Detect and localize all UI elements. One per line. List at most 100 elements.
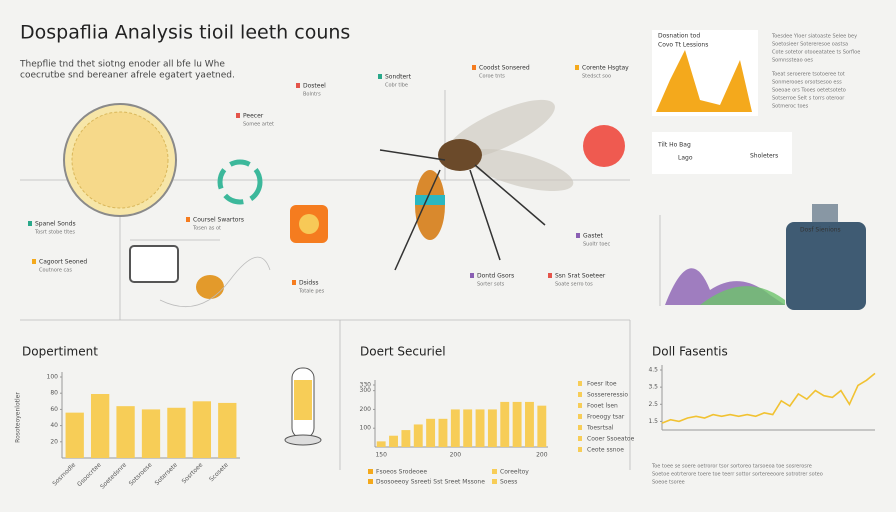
card-title: Covo Tt Lessions [658,42,708,49]
legend-label: Cooer Ssoeatoe [587,436,635,443]
petri-dish [63,103,177,217]
subtitle: Thepflie tnd thet siotng enoder all bfe … [19,60,225,70]
legend-swatch [492,479,497,484]
mosquito [379,99,574,271]
legend-label: Fooet lsen [587,403,618,410]
x-tick-label: Sotersete [154,461,180,487]
callout-text: Sorter sots [477,282,505,288]
legend-swatch [578,414,582,419]
info-side: Sholeters [750,153,778,160]
bar [463,409,473,447]
callout-dot [236,113,240,118]
chart-title: Doll Fasentis [652,345,728,359]
bar [192,401,212,458]
bar [141,409,161,458]
legend-swatch [578,425,582,430]
callout-title: Gastet [583,233,603,240]
callout-dot [548,273,552,278]
bar [389,435,398,447]
legend-swatch [368,469,373,474]
x-tick-label: Sosrnodle [51,461,77,487]
callouts: Spanel Sonds Tosrt stobe tltes Cagoort Seo… [28,65,629,295]
callout-text: Stedsct soo [582,74,611,80]
bar [500,401,510,447]
note: Somnssteao oes [772,58,813,64]
charts: Dopertiment 20 40 60 80 100 SosrnodleGsoocrtee… [15,345,876,491]
callout-dot [292,280,296,285]
callout-text: Somee artet [243,122,274,128]
chart-title: Doert Securiel [360,345,446,359]
bottle-cap [812,204,838,222]
card-title: Dosnation tod [658,33,700,40]
info-title: Tilt Ho Bag [657,142,691,149]
bar [537,405,547,447]
device [129,245,179,283]
bar [376,441,386,447]
bar [218,402,237,458]
legend-swatch [578,436,582,441]
axis-label: Rosoteoyenlotler [15,392,22,443]
y-tick-label: 3.5 [648,384,658,391]
callout-title: Coursel Swartors [193,217,244,224]
callout-text: Coutnore cas [39,268,72,274]
callout-text: Coroe tnts [479,74,505,80]
bar [475,409,485,447]
callout-dot [472,65,476,70]
callout-title: Corente Hsgtay [582,65,629,72]
legend-swatch [578,447,582,452]
callout-title: Spanel Sonds [35,221,76,228]
y-tick-label: 200 [360,406,372,413]
notes: Toesdee Yloer siatoaste Selee bey Soetosi… [771,34,860,110]
callout-title: Dsidss [299,280,318,287]
bar [65,412,84,458]
bar [116,406,135,458]
callout-dot [186,217,190,222]
y-tick-label: 1.5 [648,418,658,425]
info-title: Lago [678,155,693,162]
info-card [652,132,792,174]
area-shape [656,50,752,112]
x-tick-label: 150 [375,452,387,459]
note: Sonmerooes orsotsesoo ess [772,80,842,86]
callout-dot [378,74,382,79]
callout-text: Totale pes [298,289,325,295]
bar [450,409,460,447]
note: Sotserroe Selt s torrs oteroor [772,96,845,102]
bar [401,430,411,447]
x-tick-label: Sotsroese [128,461,154,487]
x-tick-label: 200 [450,452,462,459]
callout-dot [28,221,32,226]
chart-title: Dopertiment [22,345,98,359]
callout-title: Sondtert [385,74,412,81]
y-tick-label: 60 [50,406,58,413]
callout-title: Dontd Gsors [477,273,514,280]
y-tick-label: 2.5 [648,401,658,408]
callout-dot [575,65,579,70]
callout-title: Dosteel [303,83,326,90]
callout-title: Cagoort Seoned [39,259,87,266]
chart-note: Toe toee se soere oetroror tsor sortoreo… [651,464,812,470]
bar [413,424,423,447]
mosquito-icon [583,125,625,167]
callout-title: Ssn Srat Soeteer [555,273,606,280]
bottle-label: Dosf Sienions [800,227,841,234]
y-tick-label: 100 [360,425,372,432]
x-tick-label: Scosete [208,461,230,483]
bar [90,394,110,458]
line [661,372,876,424]
callout-text: Cobr tlbe [385,83,408,89]
note: Toesdee Yloer siatoaste Selee bey [771,34,857,40]
bar [487,409,497,447]
legend-label: Ceote ssnoe [587,447,624,454]
y-tick-label: 330 [360,382,372,389]
legend-label: Toesrtsal [586,425,614,432]
x-tick-label: Sosrtoee [181,461,205,485]
y-tick-label: 20 [50,438,58,445]
x-tick-label: Soetedsnre [99,461,128,490]
subtitle: coecrutbe snd bereaner afrele egatert ya… [20,71,235,81]
legend-swatch [578,392,582,397]
bottle [786,222,866,310]
note: Soeoae ors Tooes oetetsoteto [772,88,846,94]
callout-text: Bolntrs [303,92,321,98]
